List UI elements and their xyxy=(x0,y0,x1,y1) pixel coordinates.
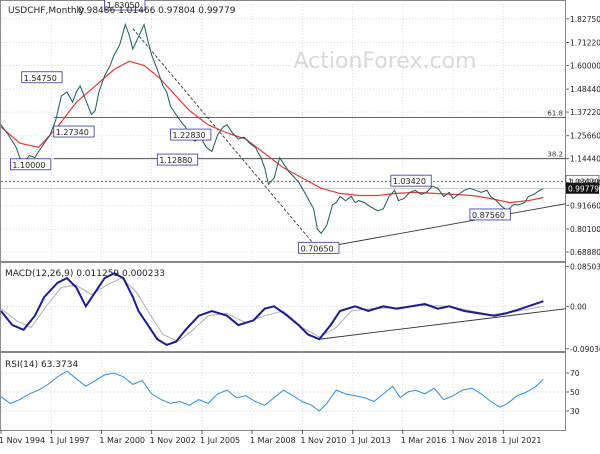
macd-trendline xyxy=(319,308,567,340)
price-label-1: 1.54750 xyxy=(24,74,57,83)
x-tick-label-8: 1 Mar 2016 xyxy=(401,436,447,445)
rsi-label: RSI(14) 63.3734 xyxy=(5,360,78,370)
price-label-3: 1.10000 xyxy=(12,161,45,170)
moving-average-line xyxy=(0,60,544,204)
price-label-4: 1.22830 xyxy=(173,131,206,140)
price-label-6: 1.03420 xyxy=(393,177,426,186)
price-label-box-8 xyxy=(298,241,340,254)
price-label-box-2 xyxy=(53,125,95,138)
price-tick-label-1: 1.71220 xyxy=(570,38,600,47)
macd-label: MACD(12,26,9) 0.011259 0.000233 xyxy=(5,269,165,279)
price-label-7: 0.87560 xyxy=(472,211,505,220)
price-label-box-1 xyxy=(21,71,63,84)
price-label-box-7 xyxy=(469,208,511,221)
fib-label-0: 61.8 xyxy=(547,110,563,118)
rsi-tick-label-0: 70 xyxy=(570,369,580,378)
price-tick-label-9: 0.80100 xyxy=(570,225,600,234)
price-label-box-5 xyxy=(156,153,199,166)
x-tick-label-6: 1 Nov 2010 xyxy=(300,436,346,445)
current-price-box xyxy=(566,182,599,194)
x-tick-label-4: 1 Jul 2005 xyxy=(200,436,240,445)
price-tick-label-0: 1.82750 xyxy=(570,15,600,24)
x-tick-label-1: 1 Jul 1997 xyxy=(49,436,89,445)
price-tick-label-5: 1.25660 xyxy=(570,132,600,141)
price-label-5: 1.12880 xyxy=(159,156,192,165)
macd-tick-label-0: 0.085034 xyxy=(570,262,600,271)
trendline-1 xyxy=(132,28,318,249)
rsi-tick-label-1: 50 xyxy=(570,388,580,397)
price-tick-label-3: 1.48440 xyxy=(570,85,600,94)
x-tick-label-3: 1 Nov 2002 xyxy=(150,436,196,445)
fib-label-1: 38.2 xyxy=(547,151,563,159)
x-tick-label-7: 1 Jul 2013 xyxy=(351,436,391,445)
macd-tick-label-2: -0.090302 xyxy=(570,345,600,354)
price-line xyxy=(0,22,544,235)
x-tick-label-10: 1 Jul 2021 xyxy=(501,436,541,445)
price-tick-label-10: 0.68880 xyxy=(570,248,600,257)
price-tick-label-4: 1.37220 xyxy=(570,108,600,117)
current-price-label: 0.99779 xyxy=(568,185,599,194)
price-label-box-3 xyxy=(10,158,52,171)
macd-tick-label-1: 0.00 xyxy=(570,302,587,311)
price-label-box-6 xyxy=(390,174,432,187)
rsi-tick-label-2: 30 xyxy=(570,407,580,416)
macd-panel-frame xyxy=(0,262,566,352)
price-tick-label-6: 1.14440 xyxy=(570,155,600,164)
instrument-label: USDCHF,Monthly xyxy=(8,6,85,16)
x-tick-label-0: 1 Nov 1994 xyxy=(0,436,45,445)
price-label-box-4 xyxy=(170,128,212,141)
x-tick-label-9: 1 Nov 2018 xyxy=(451,436,497,445)
price-tick-label-8: 0.91660 xyxy=(570,201,600,210)
price-label-box-0 xyxy=(104,0,146,11)
rsi-line xyxy=(0,370,544,412)
macd-signal-line xyxy=(0,277,544,343)
trendline-0 xyxy=(317,203,567,249)
right-tag-label: 1.03420 xyxy=(568,177,599,186)
price-label-8: 0.70650 xyxy=(301,244,334,253)
price-label-2: 1.27340 xyxy=(56,128,89,137)
price-panel-frame xyxy=(0,0,566,262)
ohlc-readout: 0.98486 1.01466 0.97804 0.99779 xyxy=(78,6,236,16)
rsi-panel-frame xyxy=(0,352,566,431)
price-tick-label-2: 1.60000 xyxy=(570,61,600,70)
x-tick-label-2: 1 Mar 2000 xyxy=(99,436,145,445)
watermark: ActionForex.com xyxy=(294,49,477,74)
macd-line xyxy=(0,272,544,347)
x-tick-label-5: 1 Mar 2008 xyxy=(250,436,296,445)
price-tick-label-7: 1.02880 xyxy=(570,178,600,187)
price-label-0: 1.83050 xyxy=(107,1,140,10)
